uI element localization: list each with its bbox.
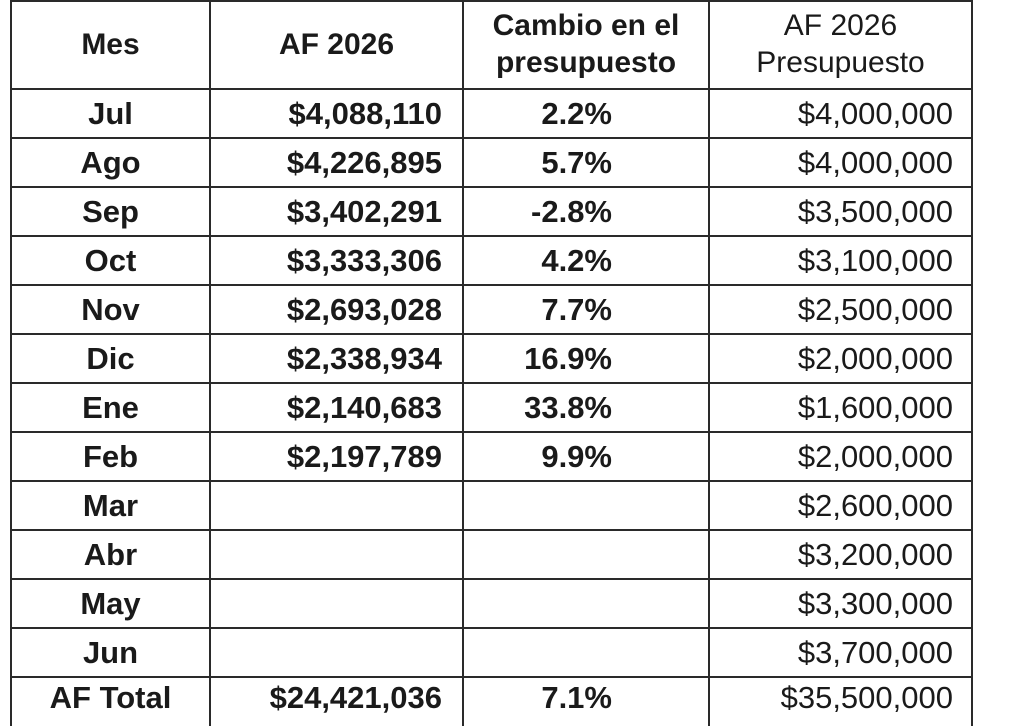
cell-af: $2,197,789 bbox=[209, 431, 464, 482]
cell-af: $3,333,306 bbox=[209, 235, 464, 286]
header-mes: Mes bbox=[10, 0, 211, 90]
cell-af bbox=[209, 480, 464, 531]
cell-mes: Sep bbox=[10, 186, 211, 237]
total-cambio: 7.1% bbox=[462, 676, 710, 726]
cell-cambio: 7.7% bbox=[462, 284, 710, 335]
cell-mes: Jul bbox=[10, 88, 211, 139]
table-row: Ene $2,140,683 33.8% $1,600,000 bbox=[10, 382, 973, 433]
table-body: Jul $4,088,110 2.2% $4,000,000 Ago $4,226,895… bbox=[10, 88, 973, 726]
cell-af: $2,140,683 bbox=[209, 382, 464, 433]
cell-mes: Nov bbox=[10, 284, 211, 335]
cell-mes: Ene bbox=[10, 382, 211, 433]
cell-cambio bbox=[462, 627, 710, 678]
cell-cambio: 5.7% bbox=[462, 137, 710, 188]
total-mes: AF Total bbox=[10, 676, 211, 726]
cell-presupuesto: $2,600,000 bbox=[708, 480, 973, 531]
cell-presupuesto: $1,600,000 bbox=[708, 382, 973, 433]
table-row: Sep $3,402,291 -2.8% $3,500,000 bbox=[10, 186, 973, 237]
header-pres-line1: AF 2026 bbox=[783, 9, 898, 43]
header-cambio-line1: Cambio en el bbox=[492, 9, 680, 43]
header-mes-label: Mes bbox=[81, 27, 140, 61]
cell-af bbox=[209, 529, 464, 580]
total-presupuesto: $35,500,000 bbox=[708, 676, 973, 726]
cell-presupuesto: $3,700,000 bbox=[708, 627, 973, 678]
cell-af: $4,226,895 bbox=[209, 137, 464, 188]
cell-mes: Oct bbox=[10, 235, 211, 286]
cell-cambio: 16.9% bbox=[462, 333, 710, 384]
total-row: AF Total $24,421,036 7.1% $35,500,000 bbox=[10, 676, 973, 726]
cell-presupuesto: $3,300,000 bbox=[708, 578, 973, 629]
cell-presupuesto: $4,000,000 bbox=[708, 88, 973, 139]
cell-presupuesto: $3,500,000 bbox=[708, 186, 973, 237]
cell-presupuesto: $3,100,000 bbox=[708, 235, 973, 286]
table-row: Dic $2,338,934 16.9% $2,000,000 bbox=[10, 333, 973, 384]
header-cambio: Cambio en el presupuesto bbox=[462, 0, 710, 90]
header-af: AF 2026 bbox=[209, 0, 464, 90]
cell-mes: Jun bbox=[10, 627, 211, 678]
cell-cambio: 2.2% bbox=[462, 88, 710, 139]
cell-af: $4,088,110 bbox=[209, 88, 464, 139]
cell-af: $2,693,028 bbox=[209, 284, 464, 335]
cell-presupuesto: $2,000,000 bbox=[708, 431, 973, 482]
table-row: Mar $2,600,000 bbox=[10, 480, 973, 531]
cell-cambio bbox=[462, 480, 710, 531]
table-row: Jun $3,700,000 bbox=[10, 627, 973, 678]
budget-table: Mes AF 2026 Cambio en el presupuesto AF 2… bbox=[10, 0, 973, 726]
table-row: Jul $4,088,110 2.2% $4,000,000 bbox=[10, 88, 973, 139]
cell-af bbox=[209, 578, 464, 629]
cell-mes: May bbox=[10, 578, 211, 629]
header-presupuesto: AF 2026 Presupuesto bbox=[708, 0, 973, 90]
cell-af bbox=[209, 627, 464, 678]
cell-af: $3,402,291 bbox=[209, 186, 464, 237]
header-row: Mes AF 2026 Cambio en el presupuesto AF 2… bbox=[10, 0, 973, 90]
cell-mes: Feb bbox=[10, 431, 211, 482]
header-pres-line2: Presupuesto bbox=[756, 46, 925, 79]
cell-cambio: 9.9% bbox=[462, 431, 710, 482]
table-row: Feb $2,197,789 9.9% $2,000,000 bbox=[10, 431, 973, 482]
cell-mes: Abr bbox=[10, 529, 211, 580]
cell-presupuesto: $4,000,000 bbox=[708, 137, 973, 188]
cell-mes: Ago bbox=[10, 137, 211, 188]
total-af: $24,421,036 bbox=[209, 676, 464, 726]
cell-cambio bbox=[462, 578, 710, 629]
cell-cambio: -2.8% bbox=[462, 186, 710, 237]
table-row: Oct $3,333,306 4.2% $3,100,000 bbox=[10, 235, 973, 286]
cell-presupuesto: $3,200,000 bbox=[708, 529, 973, 580]
table-row: May $3,300,000 bbox=[10, 578, 973, 629]
cell-af: $2,338,934 bbox=[209, 333, 464, 384]
cell-presupuesto: $2,500,000 bbox=[708, 284, 973, 335]
header-cambio-line2: presupuesto bbox=[495, 46, 677, 79]
cell-presupuesto: $2,000,000 bbox=[708, 333, 973, 384]
cell-cambio bbox=[462, 529, 710, 580]
cell-cambio: 4.2% bbox=[462, 235, 710, 286]
cell-cambio: 33.8% bbox=[462, 382, 710, 433]
table-row: Abr $3,200,000 bbox=[10, 529, 973, 580]
table-header: Mes AF 2026 Cambio en el presupuesto AF 2… bbox=[10, 0, 973, 90]
table-row: Nov $2,693,028 7.7% $2,500,000 bbox=[10, 284, 973, 335]
cell-mes: Mar bbox=[10, 480, 211, 531]
table-row: Ago $4,226,895 5.7% $4,000,000 bbox=[10, 137, 973, 188]
cell-mes: Dic bbox=[10, 333, 211, 384]
header-af-label: AF 2026 bbox=[278, 27, 395, 61]
